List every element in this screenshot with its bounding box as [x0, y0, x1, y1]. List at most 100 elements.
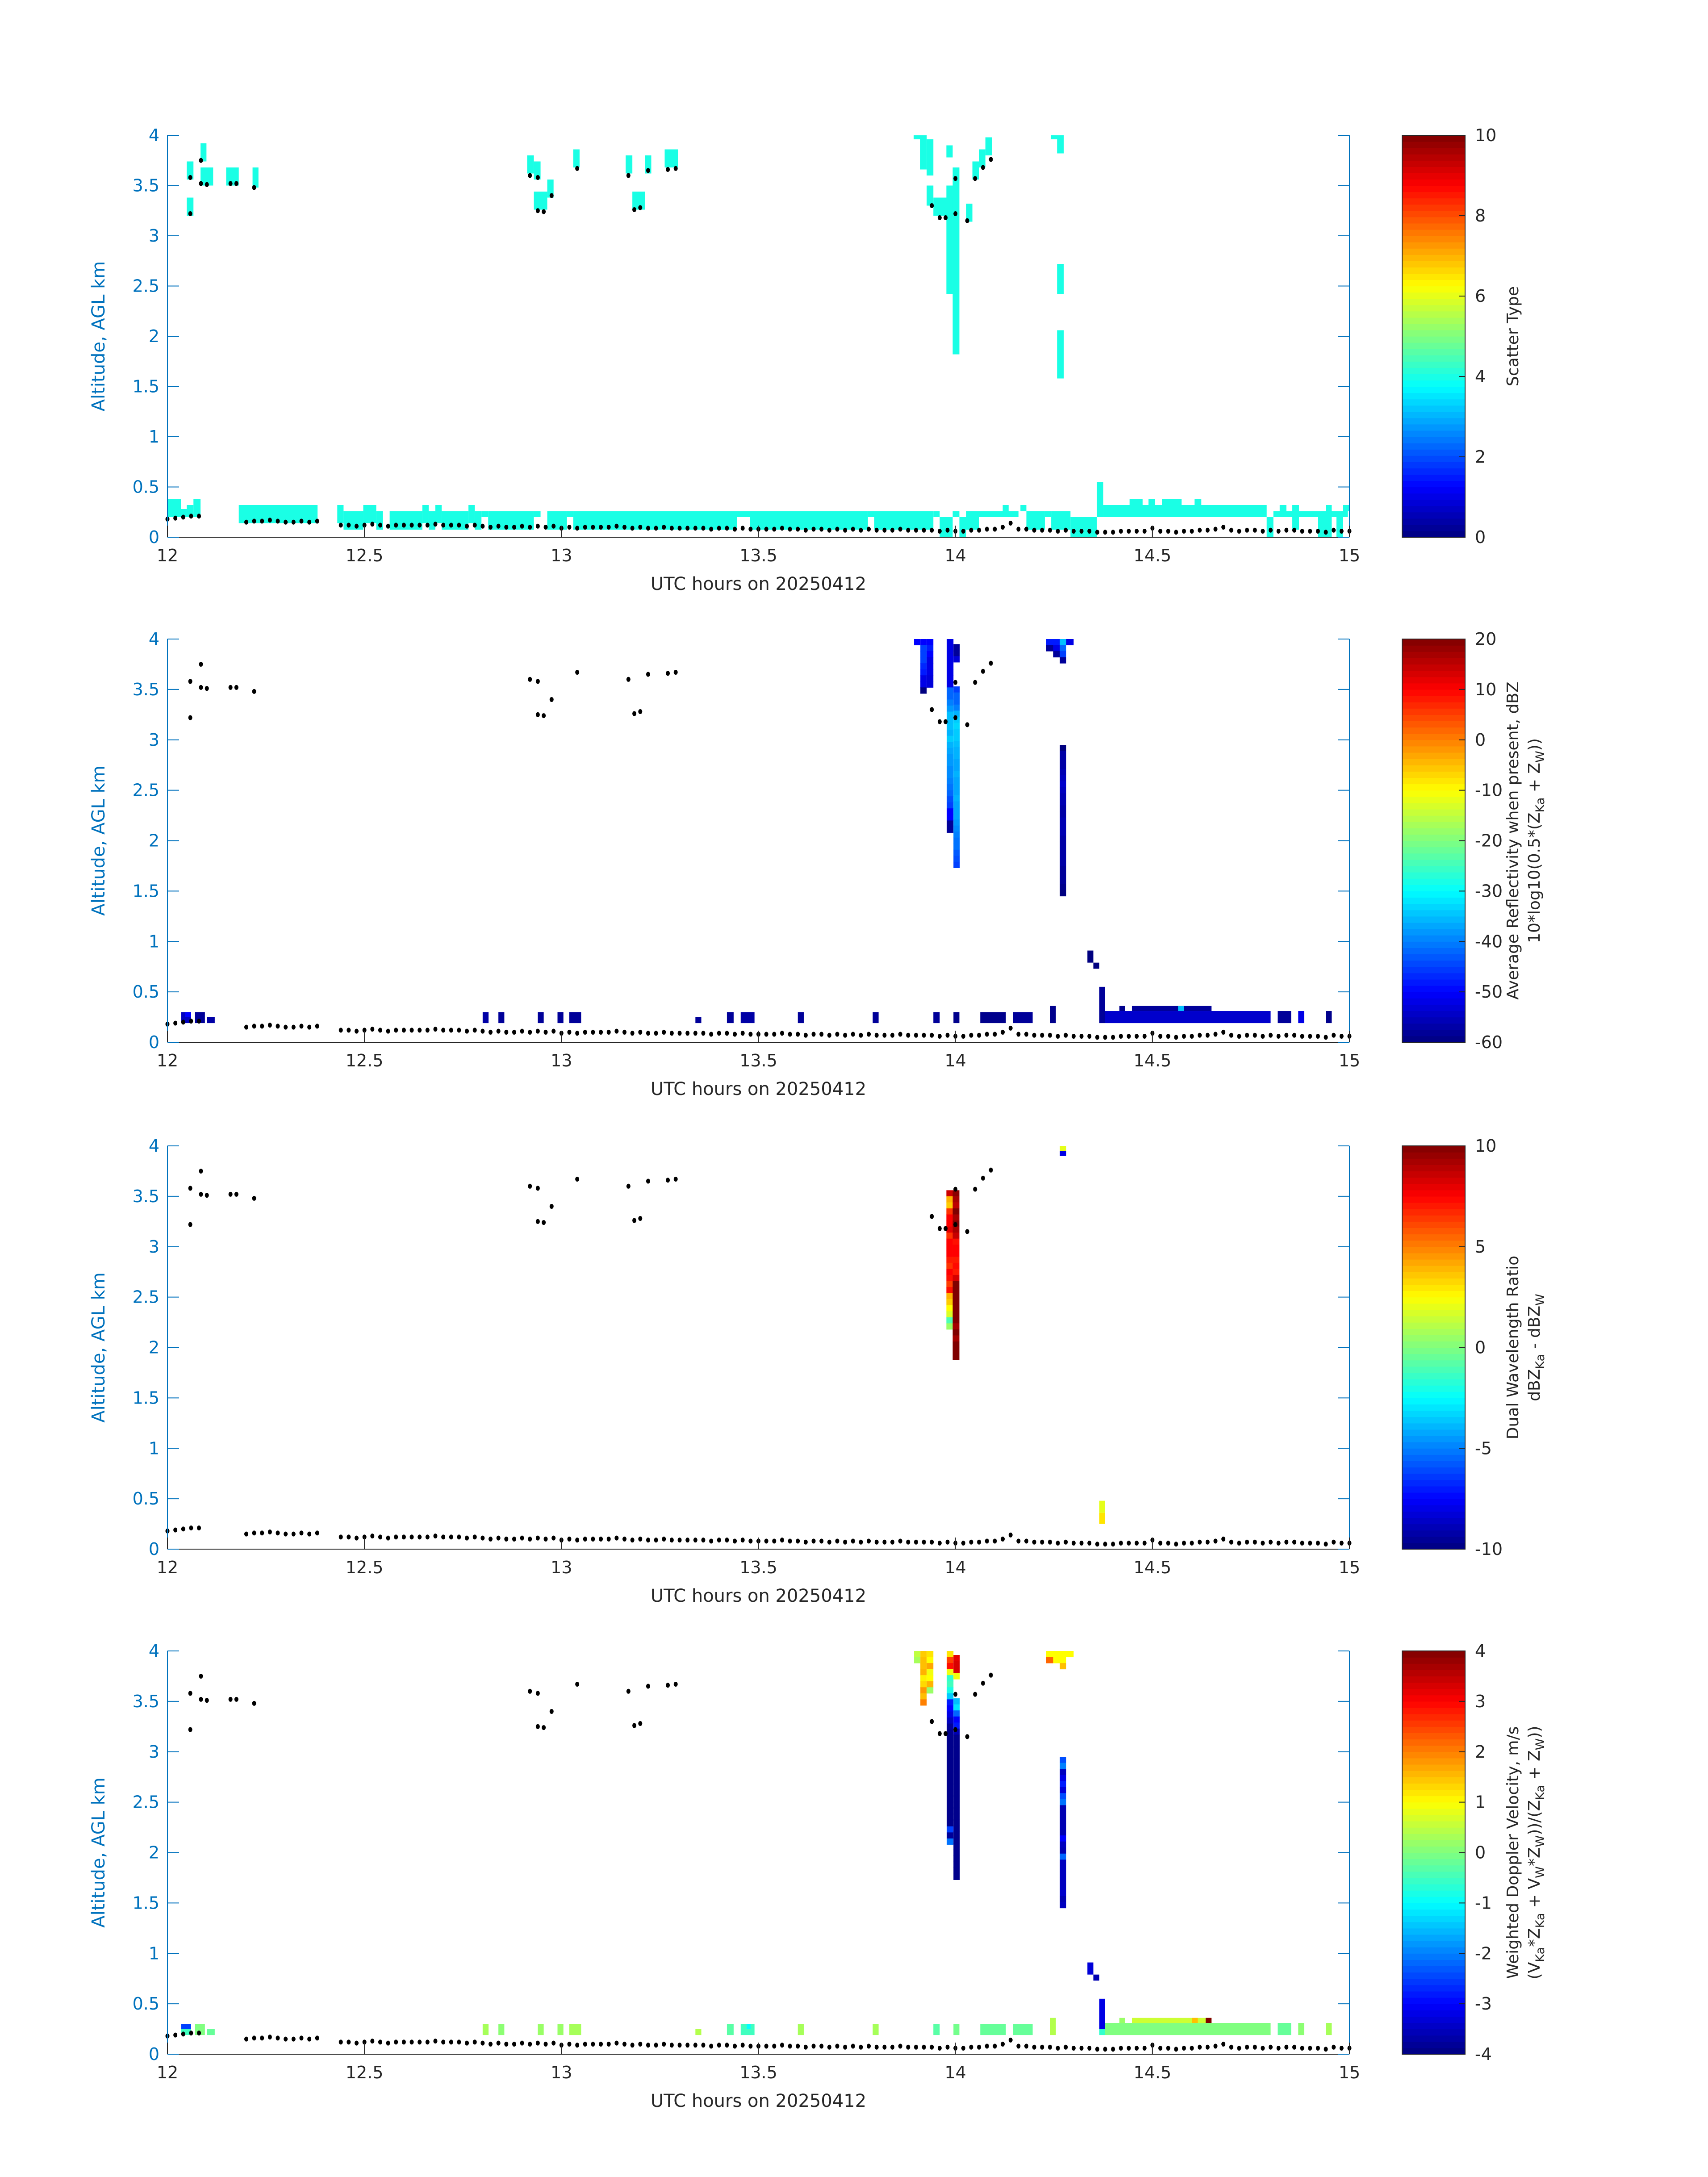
- data-cell: [1298, 1011, 1304, 1024]
- colorbar-swatch: [1402, 455, 1465, 462]
- cloud-base-marker: [307, 1531, 312, 1537]
- cloud-base-marker: [542, 1725, 546, 1730]
- y-tick-label: 2: [149, 1843, 159, 1863]
- data-cell: [547, 180, 554, 198]
- cloud-base-marker: [472, 2039, 477, 2045]
- cloud-base-marker: [717, 1031, 721, 1036]
- cloud-base-marker: [409, 2039, 414, 2045]
- cloud-base-marker: [898, 526, 902, 532]
- data-cell: [953, 789, 960, 796]
- colorbar-tick-label: 8: [1475, 206, 1486, 226]
- data-cell: [952, 1281, 960, 1287]
- data-cell: [953, 1795, 960, 1801]
- colorbar-swatch: [1402, 518, 1465, 525]
- cloud-base-marker: [394, 1534, 398, 1540]
- x-tick-label: 13.5: [739, 546, 777, 565]
- data-cell: [952, 1293, 960, 1300]
- colorbar-swatch: [1402, 1479, 1465, 1487]
- data-cell: [953, 1861, 960, 1868]
- data-cell: [1060, 1847, 1066, 1854]
- data-cell: [1299, 511, 1318, 517]
- data-cell: [1060, 878, 1066, 885]
- colorbar-swatch: [1402, 1542, 1465, 1550]
- data-cell: [947, 730, 954, 736]
- colorbar-swatch: [1402, 840, 1465, 848]
- data-cell: [1298, 2023, 1304, 2035]
- cloud-base-marker: [441, 1534, 446, 1540]
- cloud-base-marker: [599, 525, 603, 530]
- data-cell: [947, 1687, 954, 1694]
- y-tick-label: 3: [149, 226, 159, 246]
- cloud-base-marker: [1095, 1035, 1099, 1040]
- colorbar-label-text: ))/(Z: [1525, 1800, 1544, 1835]
- cloud-base-marker: [989, 1167, 993, 1173]
- colorbar-swatch: [1402, 986, 1465, 992]
- y-tick-label: 4: [149, 125, 159, 145]
- cloud-base-marker: [284, 1531, 288, 1537]
- cloud-base-marker: [796, 526, 800, 532]
- data-cell: [1105, 2023, 1271, 2035]
- cloud-base-marker: [1158, 1033, 1162, 1039]
- colorbar-swatch: [1402, 1023, 1465, 1030]
- cloud-base-marker: [394, 1028, 398, 1033]
- cloud-base-marker: [1308, 1540, 1312, 1546]
- cloud-base-marker: [914, 1539, 918, 1545]
- cloud-base-marker: [937, 1540, 942, 1546]
- cloud-base-marker: [677, 1031, 682, 1036]
- cloud-base-marker: [1119, 2045, 1123, 2051]
- colorbar-swatch: [1402, 966, 1465, 974]
- data-cell: [947, 1723, 954, 1730]
- cloud-base-marker: [673, 166, 678, 171]
- cloud-base-marker: [173, 515, 178, 521]
- colorbar-swatch: [1402, 217, 1465, 224]
- colorbar-swatch: [1402, 853, 1465, 860]
- cloud-base-marker: [1056, 1033, 1060, 1039]
- cloud-base-marker: [549, 697, 554, 702]
- cloud-base-marker: [969, 527, 973, 533]
- colorbar-swatch: [1402, 2022, 1465, 2030]
- cloud-base-marker: [1040, 1539, 1044, 1545]
- cloud-base-marker: [1048, 527, 1052, 533]
- cloud-base-marker: [733, 526, 737, 532]
- data-cell: [953, 2024, 960, 2035]
- data-cell: [953, 1759, 960, 1765]
- data-cell: [422, 505, 429, 523]
- cloud-base-marker: [906, 527, 910, 533]
- colorbar-swatch: [1402, 1814, 1465, 1822]
- data-cell: [953, 1012, 960, 1024]
- data-cell: [946, 1293, 953, 1300]
- data-cell: [947, 1675, 954, 1682]
- cloud-base-marker: [685, 2043, 690, 2048]
- data-cell: [626, 155, 633, 174]
- y-axis-label: Altitude, AGL km: [88, 261, 109, 412]
- data-cell: [927, 139, 934, 175]
- cloud-base-marker: [930, 707, 934, 712]
- colorbar-swatch: [1402, 1720, 1465, 1727]
- cloud-base-marker: [425, 522, 430, 528]
- cloud-base-marker: [418, 1534, 422, 1540]
- cloud-base-marker: [772, 2043, 777, 2049]
- colorbar-label-text: Weighted Doppler Velocity, m/s: [1504, 1726, 1522, 1979]
- colorbar-label: Average Reflectivity when present, dBZ: [1504, 681, 1522, 999]
- cloud-base-marker: [740, 526, 745, 531]
- colorbar-swatch: [1402, 1171, 1465, 1178]
- colorbar-swatch: [1402, 1011, 1465, 1018]
- colorbar-label: Scatter Type: [1504, 286, 1522, 386]
- colorbar-swatch: [1402, 1322, 1465, 1329]
- cloud-base-marker: [401, 2039, 406, 2045]
- data-cell: [1050, 1006, 1056, 1024]
- colorbar-swatch: [1402, 430, 1465, 437]
- cloud-base-marker: [1269, 527, 1273, 533]
- cloud-base-marker: [764, 526, 768, 532]
- cloud-base-marker: [985, 1032, 989, 1037]
- cloud-base-marker: [504, 2041, 509, 2047]
- data-cell: [1060, 848, 1066, 854]
- data-cell: [1053, 1657, 1060, 1663]
- data-cell: [946, 1305, 953, 1312]
- cloud-base-marker: [252, 518, 256, 524]
- data-cell: [187, 197, 194, 216]
- cloud-base-marker: [228, 1191, 233, 1197]
- colorbar-swatch: [1402, 1972, 1465, 1979]
- colorbar-swatch: [1402, 242, 1465, 249]
